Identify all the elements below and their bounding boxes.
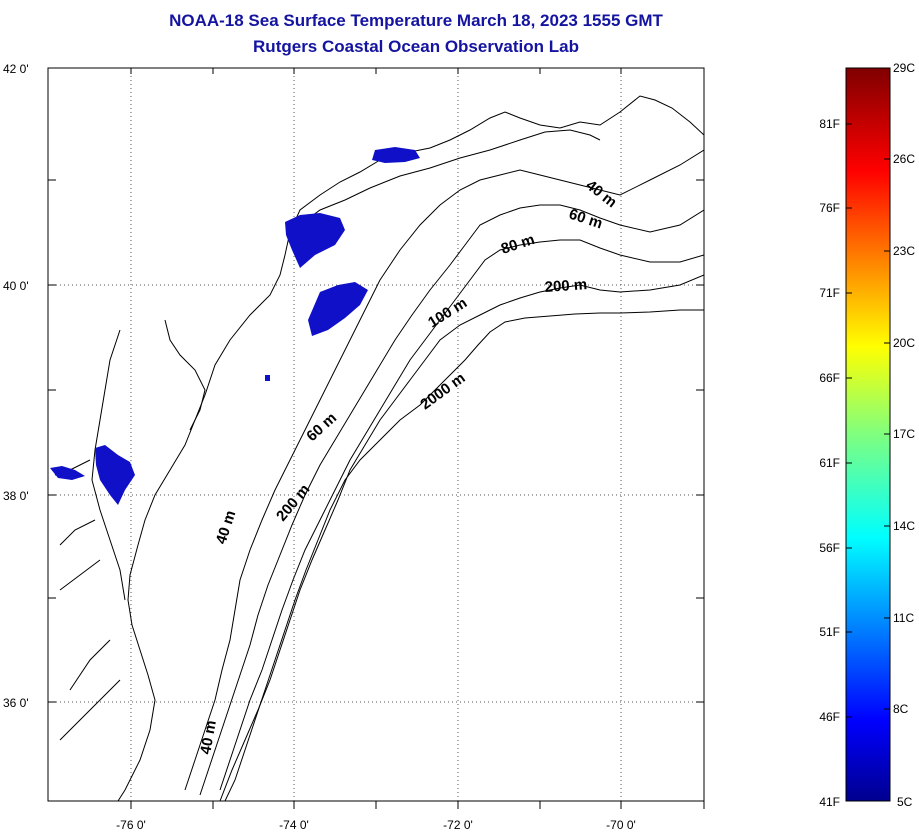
celsius-label: 26C — [893, 152, 915, 166]
celsius-label: 23C — [893, 244, 915, 258]
lat-label: 38 0' — [3, 489, 29, 503]
lat-label: 40 0' — [3, 279, 29, 293]
celsius-label: 8C — [893, 702, 909, 716]
fahrenheit-label: 46F — [819, 710, 840, 724]
fahrenheit-label: 81F — [819, 117, 840, 131]
isobath-label-40m-south: 40 m — [197, 719, 220, 756]
tick-marks — [48, 67, 705, 809]
fahrenheit-label: 76F — [819, 201, 840, 215]
celsius-label: 29C — [893, 61, 915, 75]
lon-label: -74 0' — [279, 818, 309, 832]
fahrenheit-label: 71F — [819, 286, 840, 300]
fahrenheit-label: 66F — [819, 371, 840, 385]
latitude-labels: 42 0' 40 0' 38 0' 36 0' — [3, 62, 29, 710]
celsius-label: 17C — [893, 427, 915, 441]
fahrenheit-label: 51F — [819, 625, 840, 639]
fahrenheit-label: 41F — [819, 795, 840, 809]
fahrenheit-label: 61F — [819, 456, 840, 470]
delaware-bay-shore — [164, 319, 206, 431]
lat-label: 36 0' — [3, 696, 29, 710]
lon-label: -76 0' — [116, 818, 146, 832]
lon-label: -70 0' — [606, 818, 636, 832]
colorbar-celsius-labels: 29C 26C 23C 20C 17C 14C 11C 8C 5C — [893, 61, 915, 809]
map-title: NOAA-18 Sea Surface Temperature March 18… — [169, 11, 663, 30]
longitude-labels: -76 0' -74 0' -72 0' -70 0' — [116, 818, 636, 832]
map-subtitle: Rutgers Coastal Ocean Observation Lab — [253, 37, 579, 56]
fahrenheit-label: 56F — [819, 541, 840, 555]
sst-pixels — [50, 147, 420, 505]
map-frame — [47, 67, 705, 802]
isobaths — [184, 149, 704, 801]
colorbar-ticks — [846, 123, 890, 718]
celsius-label: 5C — [897, 795, 913, 809]
lon-label: -72 0' — [443, 818, 473, 832]
lat-label: 42 0' — [3, 62, 29, 76]
colorbar — [845, 67, 891, 802]
graticule — [48, 68, 704, 801]
colorbar-fahrenheit-labels: 81F 76F 71F 66F 61F 56F 51F 46F 41F — [819, 117, 840, 809]
celsius-label: 14C — [893, 519, 915, 533]
celsius-label: 11C — [893, 611, 914, 625]
isobath-label-200m: 200 m — [544, 276, 588, 296]
celsius-label: 20C — [893, 336, 915, 350]
long-island-shore — [299, 129, 601, 226]
